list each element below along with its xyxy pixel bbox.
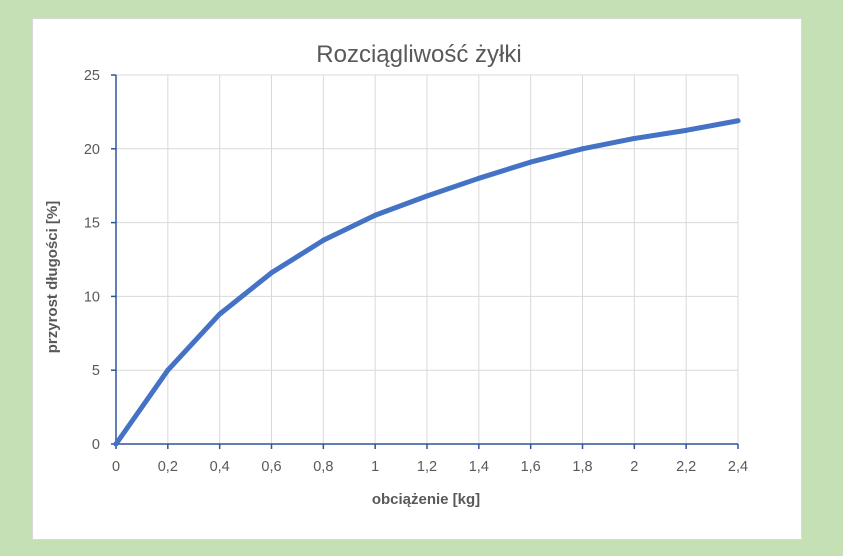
data-point bbox=[165, 367, 171, 373]
x-tick-label: 2 bbox=[630, 459, 638, 475]
tick-labels: 0 5 10 15 20 25 0 0,2 0,4 0,6 0,8 1 1,2 1,4 1,6 1,8 2 2,2… bbox=[84, 68, 748, 475]
gridlines bbox=[116, 74, 739, 444]
series-layer bbox=[113, 118, 741, 447]
data-point bbox=[269, 270, 274, 276]
x-tick-label: 0,6 bbox=[261, 459, 281, 475]
y-tick-label: 5 bbox=[92, 363, 100, 379]
y-tick-label: 15 bbox=[84, 216, 100, 232]
chart-title: Rozciągliwość żyłki bbox=[316, 41, 521, 68]
y-tick-label: 20 bbox=[84, 142, 100, 158]
data-point bbox=[424, 193, 430, 199]
x-tick-label: 1,4 bbox=[469, 459, 489, 475]
x-axis-title: obciążenie [kg] bbox=[372, 491, 480, 508]
chart-panel: Rozciągliwość żyłki 0 5 10 15 20 25 0 0,2 0,4 0,6… bbox=[32, 18, 802, 540]
data-point bbox=[113, 441, 119, 447]
x-tick-label: 0,2 bbox=[158, 459, 178, 475]
x-tick-label: 0 bbox=[112, 459, 120, 475]
data-point bbox=[683, 127, 689, 133]
data-point bbox=[580, 146, 585, 152]
data-point bbox=[372, 212, 378, 218]
x-tick-label: 1,2 bbox=[417, 459, 437, 475]
data-point bbox=[217, 311, 223, 317]
data-point bbox=[476, 175, 482, 181]
x-tick-label: 1 bbox=[371, 459, 379, 475]
axes bbox=[111, 74, 739, 449]
y-axis-title: przyrost długości [%] bbox=[44, 201, 61, 354]
x-tick-label: 0,8 bbox=[313, 459, 333, 475]
data-point bbox=[320, 237, 326, 243]
x-tick-label: 2,2 bbox=[676, 459, 696, 475]
y-tick-label: 0 bbox=[92, 437, 100, 453]
y-tick-label: 10 bbox=[84, 289, 100, 305]
x-tick-label: 2,4 bbox=[728, 459, 748, 475]
line-chart: Rozciągliwość żyłki 0 5 10 15 20 25 0 0,2 0,4 0,6… bbox=[44, 41, 748, 508]
x-tick-label: 0,4 bbox=[210, 459, 230, 475]
y-tick-label: 25 bbox=[84, 68, 100, 84]
data-point bbox=[735, 118, 741, 124]
x-tick-label: 1,6 bbox=[521, 459, 541, 475]
data-point bbox=[631, 135, 637, 141]
data-point bbox=[528, 159, 534, 165]
x-tick-label: 1,8 bbox=[572, 459, 592, 475]
